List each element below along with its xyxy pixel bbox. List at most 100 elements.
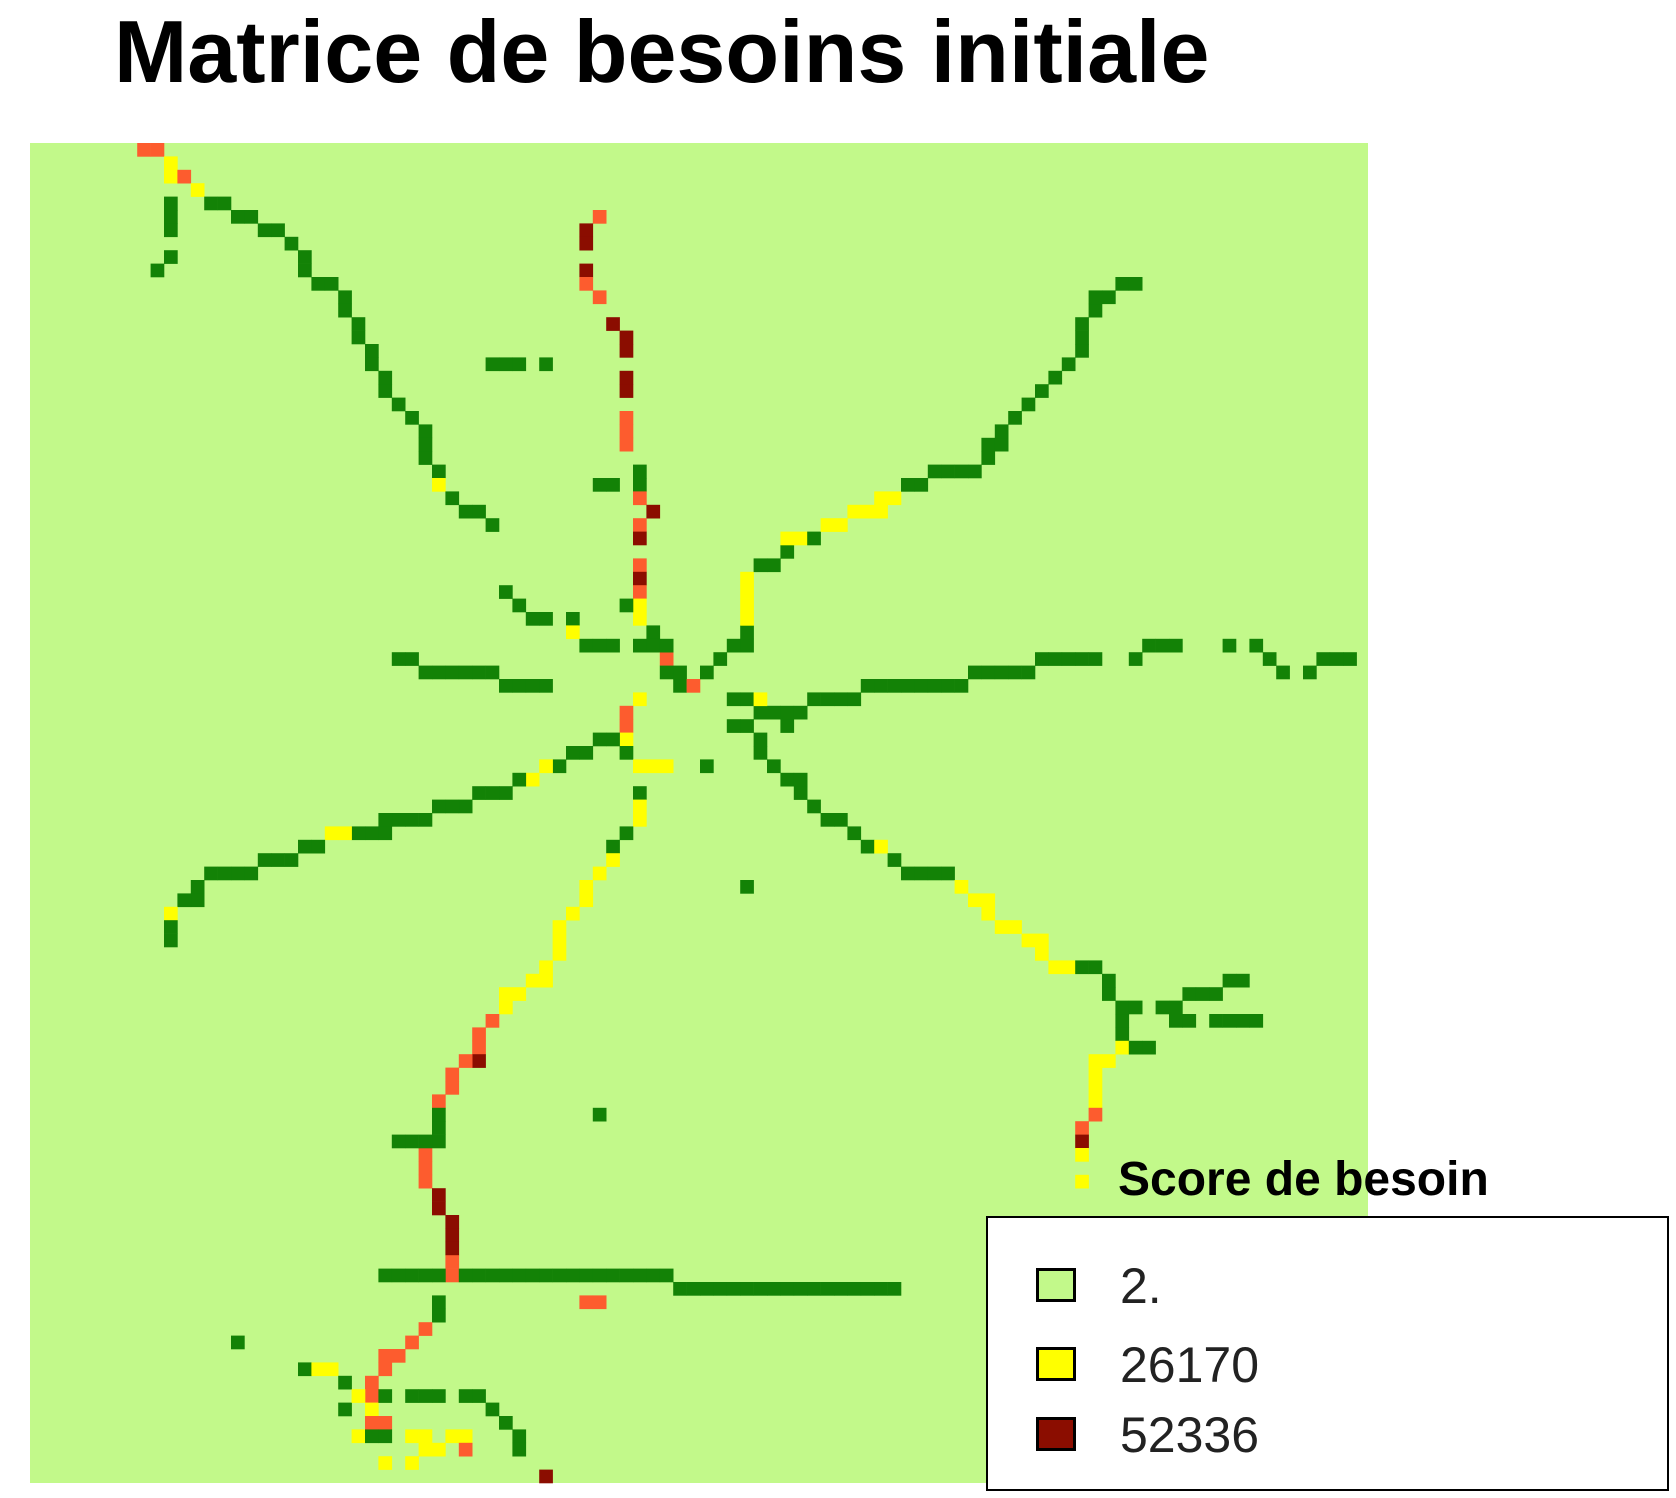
- raster-cell: [686, 679, 701, 693]
- raster-cell: [860, 1282, 875, 1296]
- raster-cell: [445, 1429, 460, 1444]
- raster-cell: [1209, 987, 1223, 1001]
- raster-cell: [740, 692, 754, 707]
- raster-cell: [901, 866, 915, 881]
- raster-cell: [1102, 987, 1116, 1001]
- raster-cell: [874, 679, 888, 693]
- raster-cell: [834, 692, 848, 707]
- raster-cell: [485, 518, 500, 532]
- raster-cell: [1088, 1107, 1103, 1122]
- raster-cell: [338, 1375, 352, 1390]
- raster-cell: [418, 451, 433, 465]
- raster-cell: [418, 437, 433, 452]
- raster-cell: [231, 866, 245, 881]
- raster-cell: [432, 1134, 446, 1149]
- raster-cell: [338, 826, 352, 841]
- raster-cell: [740, 880, 754, 894]
- raster-cell: [633, 786, 647, 800]
- raster-cell: [566, 612, 580, 626]
- raster-cell: [941, 679, 955, 693]
- raster-cell: [914, 866, 929, 881]
- raster-cell: [633, 491, 647, 506]
- legend-swatch-high: [1036, 1417, 1076, 1451]
- raster-cell: [351, 330, 366, 345]
- raster-cell: [418, 1174, 433, 1189]
- raster-cell: [592, 1268, 607, 1283]
- raster-cell: [579, 277, 594, 291]
- raster-cell: [1088, 1067, 1103, 1082]
- raster-cell: [525, 772, 540, 787]
- raster-cell: [378, 384, 393, 398]
- raster-cell: [713, 1282, 728, 1296]
- raster-cell: [298, 1362, 312, 1377]
- raster-cell: [954, 679, 969, 693]
- raster-cell: [1102, 1054, 1116, 1068]
- raster-cell: [834, 518, 848, 532]
- raster-cell: [1088, 1081, 1103, 1095]
- raster-cell: [1021, 397, 1036, 412]
- raster-cell: [1088, 290, 1103, 305]
- raster-cell: [150, 143, 165, 157]
- raster-cell: [512, 1429, 527, 1444]
- raster-cell: [673, 665, 687, 680]
- raster-cell: [646, 638, 661, 653]
- raster-cell: [365, 1375, 379, 1390]
- raster-cell: [378, 1456, 393, 1470]
- raster-cell: [485, 357, 500, 372]
- raster-cell: [204, 866, 218, 881]
- raster-cell: [458, 1389, 473, 1403]
- raster-cell: [271, 853, 285, 867]
- raster-cell: [485, 1268, 500, 1283]
- raster-cell: [391, 652, 406, 666]
- raster-cell: [606, 478, 620, 492]
- raster-cell: [525, 1268, 540, 1283]
- raster-cell: [525, 679, 540, 693]
- raster-cell: [391, 1134, 406, 1149]
- raster-cell: [365, 1389, 379, 1403]
- raster-cell: [633, 518, 647, 532]
- legend-swatch-mid: [1036, 1347, 1076, 1381]
- raster-cell: [378, 1389, 393, 1403]
- raster-cell: [740, 598, 754, 613]
- raster-cell: [1155, 1000, 1170, 1015]
- raster-cell: [1195, 987, 1210, 1001]
- raster-cell: [284, 236, 299, 251]
- raster-cell: [472, 1389, 486, 1403]
- raster-cell: [512, 598, 527, 613]
- raster-cell: [1236, 973, 1250, 988]
- raster-cell: [619, 598, 634, 613]
- raster-cell: [860, 504, 875, 519]
- raster-cell: [164, 196, 178, 211]
- raster-cell: [338, 290, 352, 305]
- raster-cell: [740, 612, 754, 626]
- raster-cell: [552, 947, 567, 961]
- raster-cell: [472, 786, 486, 800]
- raster-cell: [633, 759, 647, 774]
- raster-cell: [981, 665, 996, 680]
- raster-cell: [566, 906, 580, 921]
- raster-cell: [820, 692, 835, 707]
- raster-cell: [847, 1282, 862, 1296]
- raster-cell: [753, 732, 768, 747]
- raster-cell: [445, 1081, 460, 1095]
- raster-cell: [700, 665, 714, 680]
- raster-cell: [619, 411, 634, 425]
- raster-cell: [378, 1429, 393, 1444]
- raster-cell: [914, 679, 929, 693]
- raster-cell: [365, 1416, 379, 1430]
- raster-cell: [311, 277, 326, 291]
- raster-cell: [499, 786, 513, 800]
- raster-cell: [1075, 960, 1089, 975]
- raster-cell: [432, 1121, 446, 1135]
- raster-cell: [499, 357, 513, 372]
- raster-cell: [968, 893, 982, 908]
- legend-title: Score de besoin: [1118, 1153, 1489, 1206]
- raster-cell: [1236, 1014, 1250, 1028]
- raster-cell: [700, 1282, 714, 1296]
- raster-cell: [1155, 638, 1170, 653]
- raster-cell: [1182, 1014, 1197, 1028]
- raster-cell: [860, 839, 875, 854]
- raster-cell: [579, 880, 594, 894]
- raster-cell: [539, 357, 553, 372]
- raster-cell: [1128, 1040, 1143, 1055]
